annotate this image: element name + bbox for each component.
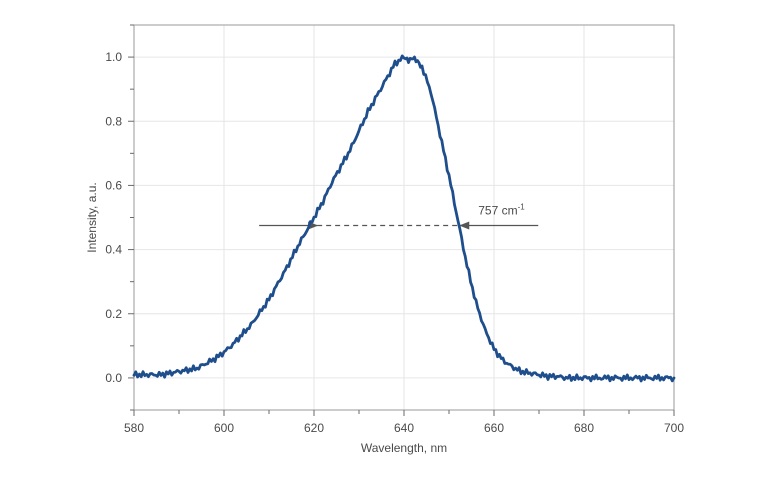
y-tick-label: 1.0 [105,50,122,64]
y-tick-labels: 0.0 0.2 0.4 0.6 0.8 1.0 [105,50,122,385]
series-group [132,54,676,383]
y-tick-label: 0.6 [105,178,122,192]
x-axis-label: Wavelength, nm [361,441,447,455]
x-tick-labels: 580 600 620 640 660 680 700 [124,421,684,435]
y-tick-label: 0.0 [105,371,122,385]
x-tick-label: 700 [664,421,684,435]
x-tick-label: 600 [214,421,234,435]
spectrum-line [132,54,676,383]
fwhm-label: 757 cm-1 [478,203,525,218]
y-tick-label: 0.2 [105,307,122,321]
x-tick-label: 680 [574,421,594,435]
y-axis-label: Intensity, a.u. [85,182,99,252]
grid-lines [134,25,674,410]
axis-ticks [128,24,675,416]
y-tick-label: 0.8 [105,114,122,128]
x-tick-label: 620 [304,421,324,435]
y-tick-label: 0.4 [105,243,122,257]
x-tick-label: 580 [124,421,144,435]
x-tick-label: 640 [394,421,414,435]
x-tick-label: 660 [484,421,504,435]
fwhm-annotation: 757 cm-1 [259,203,539,230]
